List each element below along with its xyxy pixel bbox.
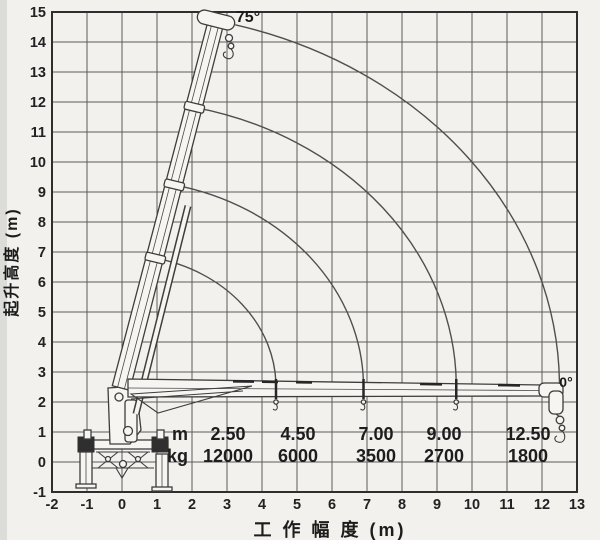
y-tick-label: 3 <box>38 365 46 381</box>
top-hook-icon <box>222 48 234 60</box>
y-tick-label: 1 <box>38 425 46 441</box>
arc-end-hook-icon <box>272 403 278 411</box>
x-tick-label: 9 <box>433 497 441 513</box>
boom-collar <box>183 100 206 114</box>
arc-end-hook-icon <box>452 403 459 411</box>
outrigger-post-left <box>83 429 92 440</box>
y-tick-label: 4 <box>38 335 46 351</box>
column-pin <box>122 425 134 437</box>
load-table-radius-value: 2.50 <box>210 424 245 444</box>
load-table-capacity-value: 6000 <box>278 446 318 466</box>
arc-end-hooks <box>272 379 460 411</box>
y-tick-label: 14 <box>30 35 46 51</box>
x-tick-label: 6 <box>328 497 336 513</box>
y-tick-label: 15 <box>30 5 46 21</box>
boom-arc <box>155 257 277 388</box>
x-axis-title: 工 作 幅 度 (m) <box>254 519 407 540</box>
x-tick-label: -2 <box>46 497 59 513</box>
load-table-radius-value: 9.00 <box>426 424 461 444</box>
end-hook-ring <box>558 424 566 432</box>
boom-horizontal-inner-line <box>127 387 544 391</box>
x-tick-label: 1 <box>153 497 161 513</box>
max-angle-label: 75° <box>236 9 260 26</box>
load-table-radius-value: 7.00 <box>358 424 393 444</box>
y-tick-label: -1 <box>33 485 46 501</box>
end-hook-icon <box>554 430 566 443</box>
y-tick-label: 6 <box>38 275 46 291</box>
x-tick-label: 0 <box>118 497 126 513</box>
boom-head <box>196 9 236 31</box>
load-table-radius-value: 12.50 <box>505 424 550 444</box>
boom-section-marks <box>232 380 521 387</box>
load-table-capacity-value: 1800 <box>508 446 548 466</box>
x-tick-label: 13 <box>569 497 585 513</box>
y-tick-label: 5 <box>38 305 46 321</box>
boom-arc <box>235 24 561 388</box>
y-tick-label: 10 <box>30 155 46 171</box>
y-tick-label: 2 <box>38 395 46 411</box>
arc-end-shackle <box>360 399 367 405</box>
boom-collars <box>144 100 206 265</box>
plot-border <box>51 11 578 493</box>
x-tick-label: 3 <box>223 497 231 513</box>
x-tick-label: 4 <box>258 497 266 513</box>
load-table-values: 2.50 4.50 7.00 9.00 12.50 12000 6000 3500 2700 18… <box>203 424 551 466</box>
boom-support-bracket <box>129 385 253 414</box>
subframe-pin <box>104 455 112 463</box>
load-table-capacity-value: 12000 <box>203 446 253 466</box>
x-tick-label: 10 <box>464 497 480 513</box>
x-tick-label: -1 <box>81 497 94 513</box>
load-table-radius-row-label: m <box>172 424 188 444</box>
load-table-radius-value: 4.50 <box>280 424 315 444</box>
x-tick-label: 12 <box>534 497 550 513</box>
subframe-pin <box>118 459 128 469</box>
boom-pivot-pin <box>114 392 124 402</box>
y-axis-title: 起升高度 (m) <box>2 207 21 317</box>
boom-arc <box>174 184 365 388</box>
y-tick-label: 0 <box>38 455 46 471</box>
subframe-pin <box>134 455 142 463</box>
boom-end-downturn <box>548 390 564 415</box>
y-tick-label: 9 <box>38 185 46 201</box>
arc-end-shackle <box>273 399 279 405</box>
crane-illustration <box>75 9 566 492</box>
boom-collar <box>144 251 167 265</box>
x-tick-label: 2 <box>188 497 196 513</box>
end-hook-shackle <box>555 415 565 425</box>
load-table-capacity-row-label: kg <box>167 446 188 466</box>
load-table-capacity-value: 3500 <box>356 446 396 466</box>
x-tick-label: 7 <box>363 497 371 513</box>
top-hook-shackle <box>224 33 234 43</box>
load-table-capacity-value: 2700 <box>424 446 464 466</box>
outrigger-foot-left <box>75 483 97 489</box>
y-tick-label: 8 <box>38 215 46 231</box>
boom-telescope-lines <box>117 20 220 390</box>
arc-end-shackle <box>453 399 460 405</box>
boom-arc <box>194 106 457 388</box>
scan-edge-shade <box>0 0 7 540</box>
boom-collar <box>163 178 186 192</box>
x-tick-label: 5 <box>293 497 301 513</box>
x-tick-label: 8 <box>398 497 406 513</box>
y-tick-label: 7 <box>38 245 46 261</box>
outrigger-foot-right <box>151 486 173 492</box>
y-tick-label: 13 <box>30 65 46 81</box>
top-hook-ring <box>227 42 235 50</box>
outrigger-post-right <box>156 429 165 440</box>
boom-tip-arcs <box>155 24 561 388</box>
min-angle-label: 0° <box>559 374 572 390</box>
y-tick-label: 12 <box>30 95 46 111</box>
x-tick-label: 11 <box>499 497 514 513</box>
y-tick-label: 11 <box>31 125 46 141</box>
arc-end-hook-icon <box>360 403 366 411</box>
x-tick-labels: -2 -1 0 1 2 3 4 5 6 7 8 9 10 11 12 13 <box>46 497 586 513</box>
